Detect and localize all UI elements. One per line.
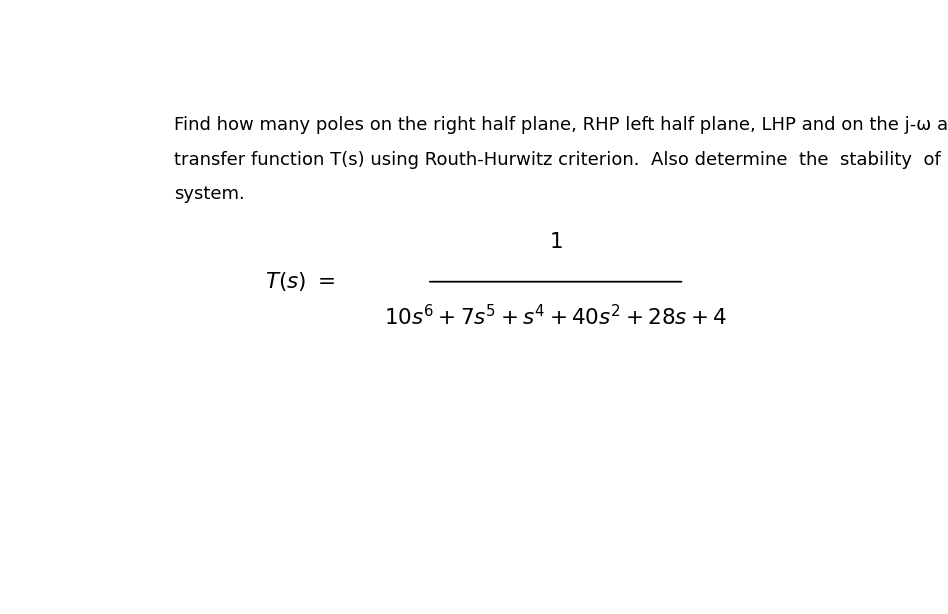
Text: Find how many poles on the right half plane, RHP left half plane, LHP and on the: Find how many poles on the right half pl…	[173, 116, 948, 134]
Text: $10s^{6} + 7s^{5} + s^{4} + 40s^{2} + 28s + 4$: $10s^{6} + 7s^{5} + s^{4} + 40s^{2} + 28…	[384, 305, 727, 330]
Text: $T(s)\ =$: $T(s)\ =$	[265, 270, 336, 293]
Text: transfer function T(s) using Routh-Hurwitz criterion.  Also determine  the  stab: transfer function T(s) using Routh-Hurwi…	[173, 151, 948, 169]
Text: $1$: $1$	[549, 232, 562, 252]
Text: system.: system.	[173, 185, 245, 203]
